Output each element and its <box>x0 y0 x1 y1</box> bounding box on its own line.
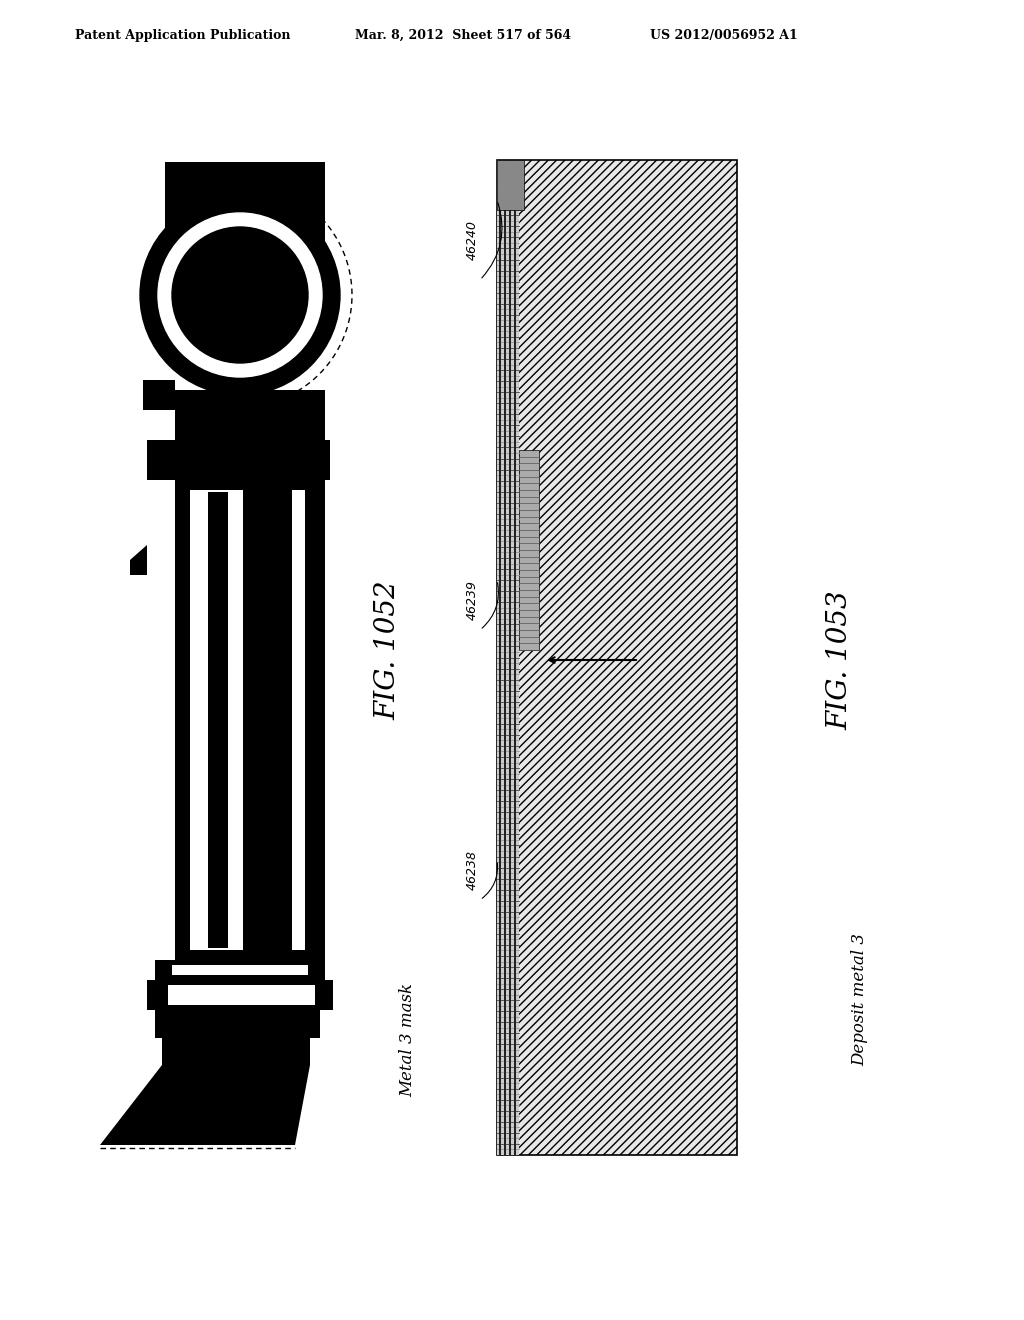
Polygon shape <box>155 960 325 979</box>
Text: Mar. 8, 2012  Sheet 517 of 564: Mar. 8, 2012 Sheet 517 of 564 <box>355 29 571 41</box>
Polygon shape <box>147 979 333 1010</box>
Bar <box>499 160 501 1155</box>
Text: 46240: 46240 <box>466 220 478 260</box>
Polygon shape <box>168 985 315 1005</box>
Text: Metal 3 mask: Metal 3 mask <box>399 983 417 1097</box>
Text: US 2012/0056952 A1: US 2012/0056952 A1 <box>650 29 798 41</box>
Polygon shape <box>172 965 308 975</box>
Circle shape <box>172 227 308 363</box>
Bar <box>497 160 737 1155</box>
Polygon shape <box>190 490 243 950</box>
Polygon shape <box>100 1065 310 1144</box>
Polygon shape <box>162 1038 310 1065</box>
Text: FIG. 1052: FIG. 1052 <box>375 581 401 719</box>
Bar <box>519 450 539 649</box>
Polygon shape <box>292 490 305 950</box>
Polygon shape <box>175 480 305 960</box>
Bar <box>497 160 524 210</box>
Polygon shape <box>155 1010 319 1038</box>
Polygon shape <box>208 492 228 948</box>
Bar <box>514 160 515 1155</box>
Polygon shape <box>143 380 175 411</box>
Text: 46238: 46238 <box>466 850 478 890</box>
Bar <box>509 160 511 1155</box>
Polygon shape <box>130 545 147 576</box>
Bar <box>165 162 325 300</box>
Circle shape <box>158 213 322 378</box>
Text: FIG. 1053: FIG. 1053 <box>826 590 853 730</box>
Text: 46239: 46239 <box>466 579 478 620</box>
Text: Deposit metal 3: Deposit metal 3 <box>852 933 868 1067</box>
Polygon shape <box>147 389 325 979</box>
Circle shape <box>140 195 340 395</box>
Bar <box>497 160 737 1155</box>
Polygon shape <box>147 389 330 960</box>
Bar <box>504 160 506 1155</box>
Bar <box>497 160 519 1155</box>
Text: Patent Application Publication: Patent Application Publication <box>75 29 291 41</box>
